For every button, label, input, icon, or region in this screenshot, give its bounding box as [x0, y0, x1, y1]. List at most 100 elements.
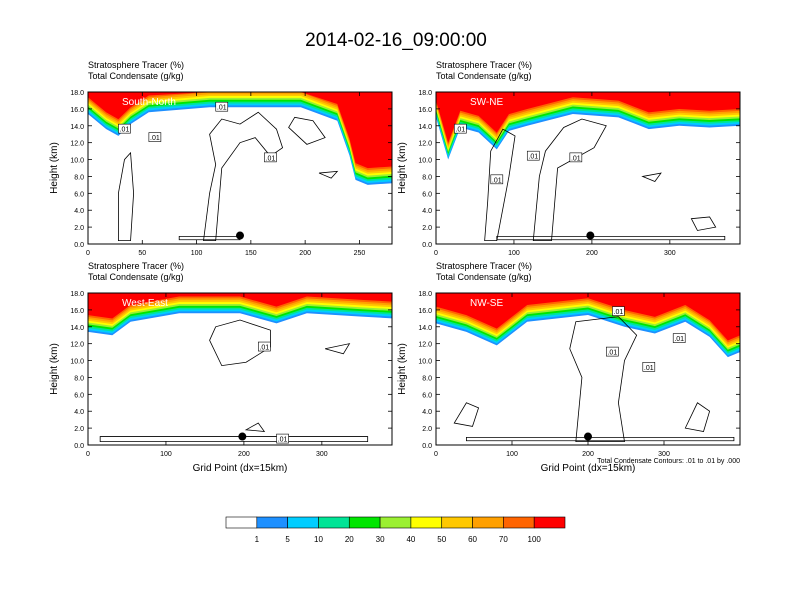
contour-label-text: .01 — [607, 350, 617, 357]
y-tick-label: 14.0 — [70, 325, 84, 332]
y-tick-label: 10.0 — [418, 158, 432, 165]
condensate-contour — [690, 216, 717, 231]
y-tick-label: 10.0 — [70, 359, 84, 366]
x-tick-label: 100 — [160, 451, 172, 458]
y-tick-label: 14.0 — [70, 124, 84, 131]
contour-label-box — [258, 341, 271, 352]
contour-label: .01 — [606, 346, 619, 357]
contour-label: .01 — [526, 150, 540, 161]
x-tick-label: 300 — [664, 250, 676, 257]
y-tick-label: 16.0 — [70, 308, 84, 315]
y-tick-label: 14.0 — [418, 325, 432, 332]
colorbar-label: 5 — [285, 535, 290, 544]
condensate-contour — [288, 116, 326, 145]
colorbar-swatch — [225, 516, 258, 529]
colorbar-label: 100 — [528, 535, 542, 544]
heatmap-field: .01 .01 .01 .01 — [88, 92, 392, 244]
contour-label-text: .01 — [571, 155, 581, 162]
contour-label-box — [612, 306, 625, 316]
location-marker — [236, 231, 244, 240]
colorbar-swatch — [379, 516, 412, 529]
x-tick-label: 100 — [191, 250, 203, 257]
colorbar-label: 60 — [468, 535, 477, 544]
y-tick-label: 2.0 — [74, 225, 84, 232]
colorbar-swatch — [503, 516, 535, 529]
contour-label-text: .01 — [259, 345, 269, 352]
tracer-band-level-10 — [88, 92, 392, 169]
location-marker — [586, 231, 595, 240]
contour-label: .01 — [258, 341, 271, 352]
x-axis-label: Grid Point (dx=15km) — [541, 463, 636, 474]
contour-label-text: .01 — [614, 309, 624, 316]
contour-footnote: Total Condensate Contours: .01 to .01 by… — [597, 458, 740, 465]
contour-label-box — [642, 362, 656, 372]
condensate-contour — [118, 151, 135, 242]
y-tick-label: 6.0 — [74, 392, 84, 399]
y-tick-label: 4.0 — [422, 208, 432, 215]
colorbar-label: 30 — [376, 535, 385, 544]
y-tick-label: 4.0 — [422, 409, 432, 416]
subtitle-condensate: Total Condensate (g/kg) — [88, 71, 184, 81]
x-tick-label: 0 — [86, 451, 90, 458]
contour-label: .01 — [612, 306, 625, 316]
y-tick-label: 10.0 — [70, 158, 84, 165]
contour-label-text: .01 — [120, 127, 130, 134]
subtitle-tracer: Stratosphere Tracer (%) — [436, 261, 532, 271]
y-tick-label: 8.0 — [74, 375, 84, 382]
x-tick-label: 0 — [86, 250, 90, 257]
colorbar-label: 10 — [314, 535, 323, 544]
contour-label-text: .01 — [278, 437, 288, 444]
colorbar-swatch — [287, 516, 319, 529]
contour-label-box — [526, 150, 540, 161]
contour-label-box — [118, 123, 131, 134]
y-tick-label: 6.0 — [422, 392, 432, 399]
x-axis-label: Grid Point (dx=15km) — [193, 463, 288, 474]
y-tick-label: 0.0 — [422, 242, 432, 249]
y-tick-label: 2.0 — [422, 426, 432, 433]
y-axis-label: Height (km) — [49, 142, 60, 194]
y-tick-label: 10.0 — [418, 359, 432, 366]
panel-label: SW-NE — [470, 97, 503, 108]
condensate-contour — [532, 118, 607, 242]
y-axis-label: Height (km) — [397, 142, 408, 194]
panel-nw-se: .01 .01 .01 .01 NW-SE Stratosphere Tracer (%)… — [397, 261, 741, 474]
condensate-contour — [641, 172, 662, 183]
contour-label-box — [672, 333, 686, 343]
y-axis-label: Height (km) — [397, 343, 408, 395]
x-tick-label: 150 — [245, 250, 257, 257]
y-tick-label: 12.0 — [418, 141, 432, 148]
colorbar-swatch — [441, 516, 473, 529]
contour-label-text: .01 — [644, 365, 654, 372]
subtitle-tracer: Stratosphere Tracer (%) — [436, 60, 532, 70]
plot-frame — [435, 91, 741, 245]
panel-south-north: .01 .01 .01 .01 South-North Stratosphere Trac… — [49, 60, 393, 257]
condensate-contour — [684, 402, 711, 432]
y-tick-label: 2.0 — [422, 225, 432, 232]
contour-label-box — [569, 152, 583, 163]
contour-label: .01 — [642, 362, 656, 372]
x-tick-label: 200 — [586, 250, 598, 257]
y-tick-label: 16.0 — [418, 308, 432, 315]
x-tick-label: 200 — [238, 451, 250, 458]
colorbar-label: 1 — [255, 535, 260, 544]
y-tick-label: 6.0 — [422, 191, 432, 198]
x-tick-label: 300 — [316, 451, 328, 458]
contour-label-box — [148, 132, 162, 142]
y-tick-label: 18.0 — [418, 291, 432, 298]
colorbar-swatch — [318, 516, 350, 529]
panel-west-east: .01 .01 West-East Stratosphere Tracer (%)To… — [49, 261, 393, 474]
tracer-band-level-10 — [88, 293, 392, 319]
contour-label-text: .01 — [455, 127, 465, 134]
colorbar-swatch — [472, 516, 504, 529]
contour-label-text: .01 — [492, 177, 502, 184]
y-tick-label: 18.0 — [70, 90, 84, 97]
main-title: 2014-02-16_09:00:00 — [305, 30, 487, 51]
subtitle-tracer: Stratosphere Tracer (%) — [88, 60, 184, 70]
heatmap-field: .01 .01 .01 .01 — [436, 92, 740, 244]
subtitle-condensate: Total Condensate (g/kg) — [88, 272, 184, 282]
colorbar: 1 5 10 20 30 40 50 60 70 100 — [225, 516, 566, 544]
y-tick-label: 16.0 — [70, 107, 84, 114]
colorbar-swatch — [410, 516, 443, 529]
contour-label: .01 — [569, 152, 583, 163]
